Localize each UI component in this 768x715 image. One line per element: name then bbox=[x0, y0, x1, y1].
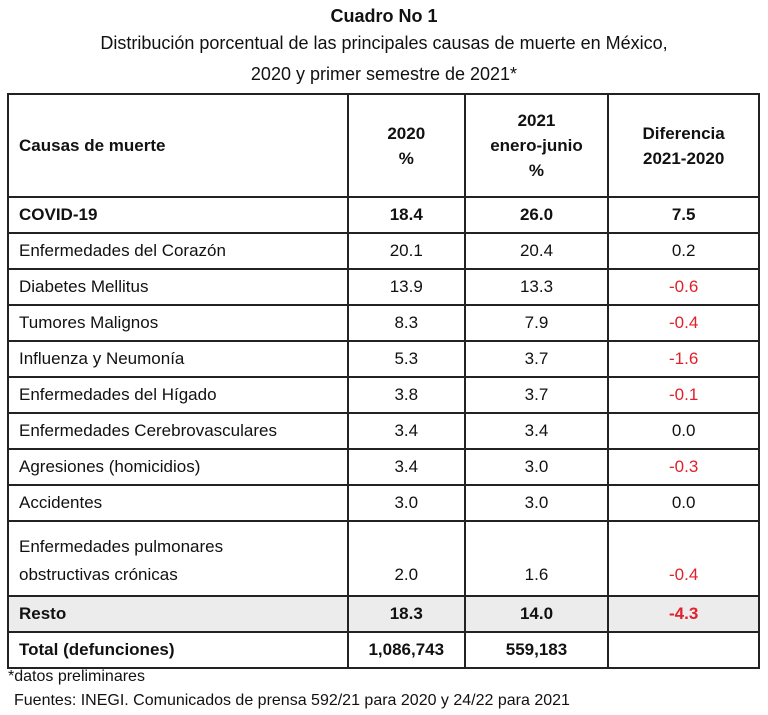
header-diff: Diferencia 2021-2020 bbox=[607, 93, 760, 198]
value-2020-cell: 3.8 bbox=[346, 376, 466, 414]
table-row: Influenza y Neumonía 5.3 3.7 -1.6 bbox=[7, 340, 760, 378]
cause-cell: Enfermedades pulmonares obstructivas crón… bbox=[7, 520, 349, 597]
difference-cell: 0.0 bbox=[607, 412, 760, 450]
cause-cell: Resto bbox=[7, 595, 349, 633]
difference-cell: -4.3 bbox=[607, 595, 760, 633]
cause-cell: Total (defunciones) bbox=[7, 631, 349, 669]
difference-cell: -0.1 bbox=[607, 376, 760, 414]
header-2021: 2021 enero-junio% bbox=[463, 93, 610, 198]
table-row: Tumores Malignos 8.3 7.9 -0.4 bbox=[7, 304, 760, 342]
value-2020-cell: 5.3 bbox=[346, 340, 466, 378]
difference-cell: -1.6 bbox=[607, 340, 760, 378]
cause-cell: Enfermedades del Hígado bbox=[7, 376, 349, 414]
header-row: Causas de muerte 2020% 2021 enero-junio% … bbox=[7, 93, 760, 198]
value-2021-cell: 20.4 bbox=[463, 232, 610, 270]
value-2020-cell: 8.3 bbox=[346, 304, 466, 342]
cause-cell: COVID-19 bbox=[7, 196, 349, 234]
table-row: Diabetes Mellitus 13.9 13.3 -0.6 bbox=[7, 268, 760, 306]
cause-cell: Agresiones (homicidios) bbox=[7, 448, 349, 486]
header-cause: Causas de muerte bbox=[7, 93, 349, 198]
cause-cell: Enfermedades Cerebrovasculares bbox=[7, 412, 349, 450]
value-2021-cell: 1.6 bbox=[463, 520, 610, 597]
header-2020: 2020% bbox=[346, 93, 466, 198]
cause-cell: Enfermedades del Corazón bbox=[7, 232, 349, 270]
table-subtitle-line2: 2020 y primer semestre de 2021* bbox=[250, 64, 518, 84]
table-row: Enfermedades pulmonares obstructivas crón… bbox=[7, 520, 760, 597]
cause-line2: obstructivas crónicas bbox=[19, 565, 178, 584]
source-note: Fuentes: INEGI. Comunicados de prensa 59… bbox=[14, 692, 570, 709]
value-2021-cell: 26.0 bbox=[463, 196, 610, 234]
value-2021-cell: 13.3 bbox=[463, 268, 610, 306]
table-row: Enfermedades del Corazón 20.1 20.4 0.2 bbox=[7, 232, 760, 270]
table-title: Cuadro No 1 bbox=[330, 6, 438, 26]
value-2020-cell: 3.4 bbox=[346, 412, 466, 450]
difference-cell: -0.6 bbox=[607, 268, 760, 306]
cause-cell: Diabetes Mellitus bbox=[7, 268, 349, 306]
difference-cell: 7.5 bbox=[607, 196, 760, 234]
value-2021-cell: 7.9 bbox=[463, 304, 610, 342]
difference-cell: -0.3 bbox=[607, 448, 760, 486]
table-subtitle: Distribución porcentual de las principal… bbox=[100, 33, 668, 53]
causes-of-death-table: Causas de muerte 2020% 2021 enero-junio% … bbox=[7, 93, 760, 669]
difference-cell: 0.0 bbox=[607, 484, 760, 522]
value-2021-cell: 3.4 bbox=[463, 412, 610, 450]
value-2020-cell: 3.0 bbox=[346, 484, 466, 522]
value-2020-cell: 2.0 bbox=[346, 520, 466, 597]
header-2021-year: 2021 bbox=[517, 111, 556, 130]
value-2021-cell: 3.0 bbox=[463, 484, 610, 522]
cause-cell: Influenza y Neumonía bbox=[7, 340, 349, 378]
value-2020-cell: 18.4 bbox=[346, 196, 466, 234]
difference-cell bbox=[607, 631, 760, 669]
table-row: Accidentes 3.0 3.0 0.0 bbox=[7, 484, 760, 522]
table-row: Enfermedades del Hígado 3.8 3.7 -0.1 bbox=[7, 376, 760, 414]
table-row: Enfermedades Cerebrovasculares 3.4 3.4 0.0 bbox=[7, 412, 760, 450]
header-diff-label: Diferencia bbox=[642, 123, 725, 143]
table-row: COVID-19 18.4 26.0 7.5 bbox=[7, 196, 760, 234]
difference-cell: 0.2 bbox=[607, 232, 760, 270]
header-2021-period: enero-junio bbox=[490, 136, 583, 155]
table-row: Resto 18.3 14.0 -4.3 bbox=[7, 595, 760, 633]
cause-cell: Tumores Malignos bbox=[7, 304, 349, 342]
value-2021-cell: 3.7 bbox=[463, 340, 610, 378]
value-2020-cell: 1,086,743 bbox=[346, 631, 466, 669]
cause-cell: Accidentes bbox=[7, 484, 349, 522]
header-diff-years: 2021-2020 bbox=[642, 148, 725, 168]
footnote: *datos preliminares bbox=[8, 668, 145, 685]
value-2021-cell: 3.0 bbox=[463, 448, 610, 486]
value-2020-cell: 20.1 bbox=[346, 232, 466, 270]
value-2021-cell: 14.0 bbox=[463, 595, 610, 633]
cause-line1: Enfermedades pulmonares bbox=[19, 537, 224, 556]
table-row: Agresiones (homicidios) 3.4 3.0 -0.3 bbox=[7, 448, 760, 486]
value-2021-cell: 559,183 bbox=[463, 631, 610, 669]
value-2020-cell: 18.3 bbox=[346, 595, 466, 633]
difference-cell: -0.4 bbox=[607, 304, 760, 342]
value-2020-cell: 3.4 bbox=[346, 448, 466, 486]
table-row: Total (defunciones) 1,086,743 559,183 bbox=[7, 631, 760, 669]
value-2020-cell: 13.9 bbox=[346, 268, 466, 306]
difference-cell: -0.4 bbox=[607, 520, 760, 597]
header-2021-unit: % bbox=[528, 161, 545, 180]
header-2020-year: 2020 bbox=[387, 123, 426, 143]
header-2020-unit: % bbox=[398, 148, 414, 168]
value-2021-cell: 3.7 bbox=[463, 376, 610, 414]
